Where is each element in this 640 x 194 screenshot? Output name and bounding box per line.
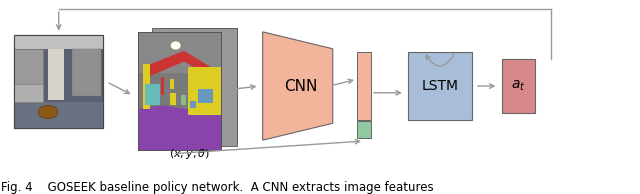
FancyBboxPatch shape <box>14 35 103 49</box>
FancyBboxPatch shape <box>152 29 237 146</box>
FancyBboxPatch shape <box>170 79 174 89</box>
FancyBboxPatch shape <box>163 29 237 143</box>
FancyBboxPatch shape <box>48 49 64 100</box>
FancyBboxPatch shape <box>357 52 371 120</box>
Polygon shape <box>138 105 221 150</box>
FancyBboxPatch shape <box>143 64 150 109</box>
FancyBboxPatch shape <box>161 77 164 95</box>
FancyBboxPatch shape <box>502 59 535 113</box>
Text: $(x, y, \theta)$: $(x, y, \theta)$ <box>169 147 210 161</box>
Polygon shape <box>262 32 333 140</box>
Text: Fig. 4    GOSEEK baseline policy network.  A CNN extracts image features: Fig. 4 GOSEEK baseline policy network. A… <box>1 181 434 194</box>
FancyBboxPatch shape <box>357 121 371 138</box>
Ellipse shape <box>171 41 180 50</box>
FancyBboxPatch shape <box>188 67 221 115</box>
FancyBboxPatch shape <box>408 52 472 120</box>
FancyBboxPatch shape <box>182 95 186 105</box>
Ellipse shape <box>38 106 58 119</box>
FancyBboxPatch shape <box>189 100 196 108</box>
Text: CNN: CNN <box>284 79 317 94</box>
FancyBboxPatch shape <box>72 49 100 96</box>
FancyBboxPatch shape <box>170 94 175 105</box>
FancyBboxPatch shape <box>138 32 221 73</box>
FancyBboxPatch shape <box>145 84 160 105</box>
FancyBboxPatch shape <box>14 102 103 128</box>
FancyBboxPatch shape <box>138 32 221 150</box>
FancyBboxPatch shape <box>14 84 43 102</box>
FancyBboxPatch shape <box>198 89 213 103</box>
Polygon shape <box>148 51 211 77</box>
FancyBboxPatch shape <box>14 35 103 128</box>
Text: LSTM: LSTM <box>421 79 458 93</box>
FancyBboxPatch shape <box>14 49 43 102</box>
Text: $a_t$: $a_t$ <box>511 79 525 93</box>
